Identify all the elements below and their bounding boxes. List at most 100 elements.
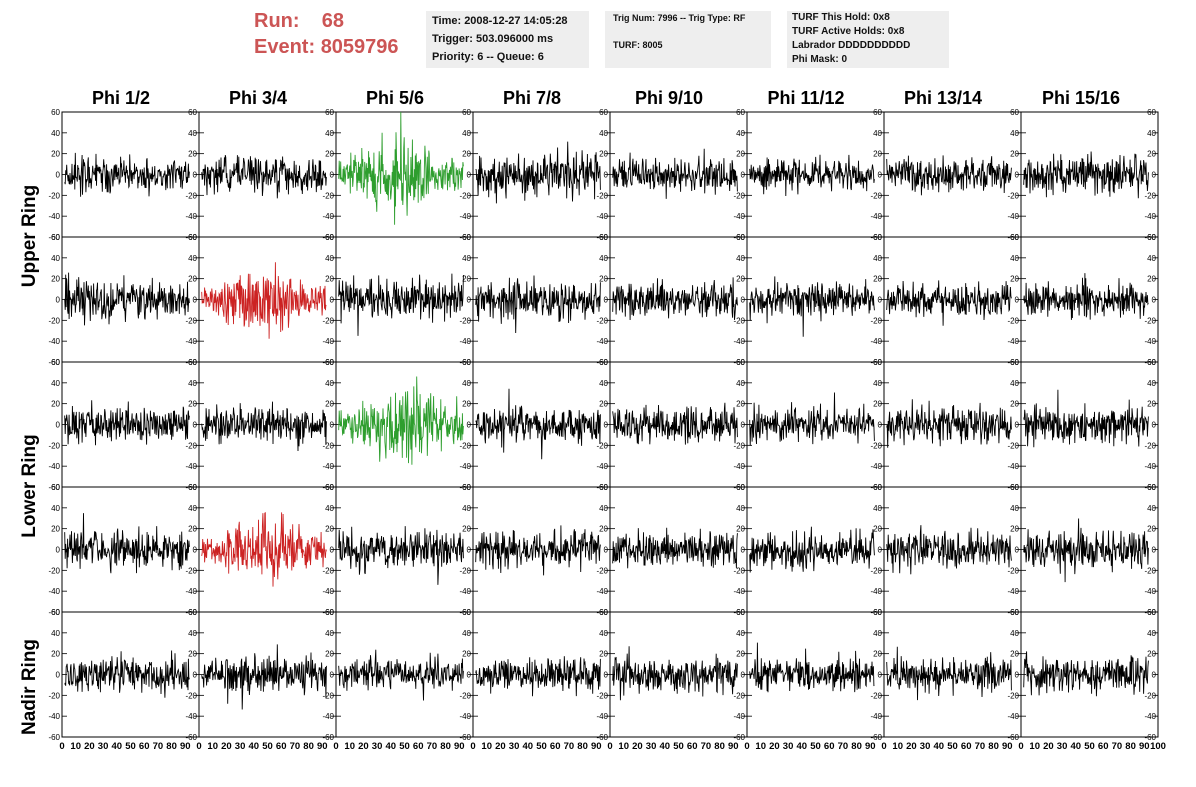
column-title-phi-13-14: Phi 13/14 [903, 88, 983, 108]
y-tick-label: 0 [330, 671, 335, 680]
y-tick-label: 0 [741, 421, 746, 430]
y-tick-label: 20 [51, 650, 60, 659]
run-label: Run: [254, 10, 300, 32]
y-tick-label: 60 [736, 608, 745, 617]
y-tick-label: 40 [462, 629, 471, 638]
y-tick-label: 0 [1152, 171, 1157, 180]
y-tick-label: 20 [599, 150, 608, 159]
y-tick-label: 40 [736, 129, 745, 138]
y-tick-label: 60 [599, 233, 608, 242]
column-title-phi-7-8: Phi 7/8 [502, 88, 562, 108]
y-tick-label: 0 [330, 421, 335, 430]
y-tick-label: -40 [596, 587, 608, 596]
waveform-trace [1023, 518, 1149, 583]
trig-num-text: Trig Num: 7996 -- Trig Type: RF [613, 13, 746, 23]
y-tick-label: 20 [188, 650, 197, 659]
y-tick-label: -40 [185, 712, 197, 721]
y-tick-label: 20 [51, 525, 60, 534]
x-tick-label: 0 [59, 741, 64, 752]
y-tick-label: 0 [741, 171, 746, 180]
run-row: Run: 68 [254, 8, 399, 34]
y-tick-label: -40 [185, 212, 197, 221]
waveform-trace [475, 656, 601, 697]
y-tick-label: 20 [188, 525, 197, 534]
x-tick-label: 30 [920, 741, 931, 752]
y-tick-label: 0 [604, 421, 609, 430]
y-tick-label: 20 [462, 400, 471, 409]
y-tick-label: -40 [459, 212, 471, 221]
waveform-trace [338, 376, 464, 465]
turf-active-holds-text: TURF Active Holds: 0x8 [792, 26, 905, 37]
y-tick-label: 40 [51, 254, 60, 263]
y-tick-label: 20 [1147, 150, 1156, 159]
y-tick-label: -20 [185, 316, 197, 325]
y-tick-label: -40 [870, 462, 882, 471]
x-tick-label: 80 [851, 741, 862, 752]
y-tick-label: -20 [1144, 316, 1156, 325]
y-tick-label: 40 [599, 504, 608, 513]
x-tick-label: 90 [317, 741, 328, 752]
x-tick-label: 40 [249, 741, 260, 752]
y-tick-label: 60 [1147, 233, 1156, 242]
y-tick-label: 20 [325, 150, 334, 159]
y-tick-label: -20 [733, 316, 745, 325]
x-tick-label: 80 [988, 741, 999, 752]
y-tick-label: -60 [733, 733, 745, 742]
waveform-trace [201, 512, 327, 587]
y-tick-label: 0 [741, 296, 746, 305]
y-tick-label: 20 [462, 525, 471, 534]
waveform-trace [64, 513, 190, 574]
y-tick-label: -20 [1144, 566, 1156, 575]
y-tick-label: -40 [48, 587, 60, 596]
y-tick-label: 0 [878, 296, 883, 305]
y-tick-label: 0 [1015, 171, 1020, 180]
x-tick-label: 90 [1002, 741, 1013, 752]
y-tick-label: 40 [599, 629, 608, 638]
y-tick-label: 60 [873, 358, 882, 367]
x-tick-label: 10 [70, 741, 81, 752]
y-tick-label: 60 [188, 358, 197, 367]
turf-text: TURF: 8005 [613, 40, 663, 50]
y-tick-label: 60 [1147, 108, 1156, 117]
waveform-trace [749, 526, 875, 573]
x-tick-label: 60 [550, 741, 561, 752]
y-tick-label: 60 [325, 483, 334, 492]
y-tick-label: 40 [736, 504, 745, 513]
y-tick-label: -40 [1007, 587, 1019, 596]
panel-r1-c0: -60 -60 -40 -40 -20 -20 0 0 20 20 40 40 60 60 [48, 233, 200, 367]
y-tick-label: -40 [322, 212, 334, 221]
labrador-text: Labrador DDDDDDDDDD [792, 40, 911, 51]
y-tick-label: -40 [870, 587, 882, 596]
waveform-trace [64, 650, 190, 698]
waveform-trace [1023, 389, 1149, 448]
column-title-phi-15-16: Phi 15/16 [1041, 88, 1121, 108]
y-tick-label: 0 [467, 171, 472, 180]
turf-info-box: TURF This Hold: 0x8 TURF Active Holds: 0… [787, 11, 949, 68]
y-tick-label: 20 [1010, 150, 1019, 159]
y-tick-label: 0 [193, 296, 198, 305]
y-tick-label: -20 [459, 566, 471, 575]
x-tick-label: 0 [196, 741, 201, 752]
waveform-trace [612, 527, 738, 569]
x-tick-label: 90 [728, 741, 739, 752]
y-tick-label: 60 [599, 483, 608, 492]
y-tick-label: 60 [462, 608, 471, 617]
x-tick-label: 0 [607, 741, 612, 752]
y-tick-label: 60 [736, 233, 745, 242]
y-tick-label: 40 [736, 629, 745, 638]
y-tick-label: -60 [459, 733, 471, 742]
y-tick-label: -60 [322, 733, 334, 742]
y-tick-label: -20 [1007, 316, 1019, 325]
y-tick-label: 60 [188, 483, 197, 492]
y-tick-label: -40 [322, 712, 334, 721]
y-tick-label: 0 [193, 171, 198, 180]
y-tick-label: -20 [596, 566, 608, 575]
y-tick-label: 20 [599, 525, 608, 534]
